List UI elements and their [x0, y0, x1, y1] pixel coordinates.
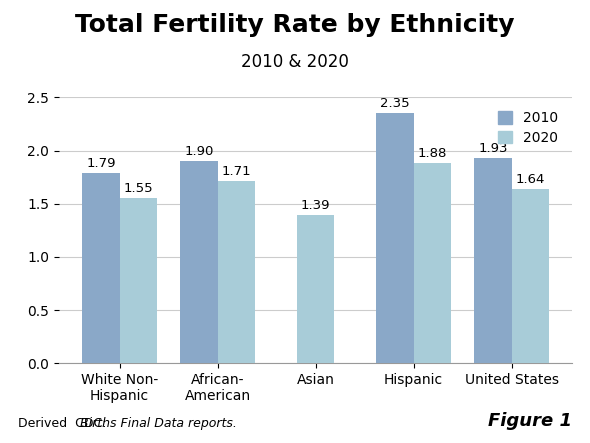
Text: 1.90: 1.90 [184, 145, 214, 158]
Text: 1.64: 1.64 [516, 173, 545, 186]
Text: Births Final Data reports.: Births Final Data reports. [80, 417, 237, 430]
Text: 1.71: 1.71 [221, 165, 251, 178]
Bar [474, 158, 512, 363]
Text: 1.93: 1.93 [478, 142, 508, 155]
Text: 2.35: 2.35 [380, 97, 410, 110]
Text: 1.55: 1.55 [123, 182, 153, 195]
Bar [297, 215, 335, 363]
Bar [83, 173, 120, 363]
Text: 1.79: 1.79 [86, 157, 116, 170]
Text: Derived  CDC:: Derived CDC: [18, 417, 110, 430]
Legend: 2010, 2020: 2010, 2020 [491, 105, 565, 152]
Bar [120, 198, 157, 363]
Bar [218, 182, 255, 363]
Text: 1.88: 1.88 [418, 147, 447, 160]
Bar [512, 189, 549, 363]
Text: Total Fertility Rate by Ethnicity: Total Fertility Rate by Ethnicity [76, 13, 514, 37]
Text: 1.39: 1.39 [301, 199, 330, 212]
Bar [414, 163, 451, 363]
Bar [376, 113, 414, 363]
Text: 2010 & 2020: 2010 & 2020 [241, 53, 349, 71]
Text: Figure 1: Figure 1 [489, 412, 572, 430]
Bar [181, 161, 218, 363]
